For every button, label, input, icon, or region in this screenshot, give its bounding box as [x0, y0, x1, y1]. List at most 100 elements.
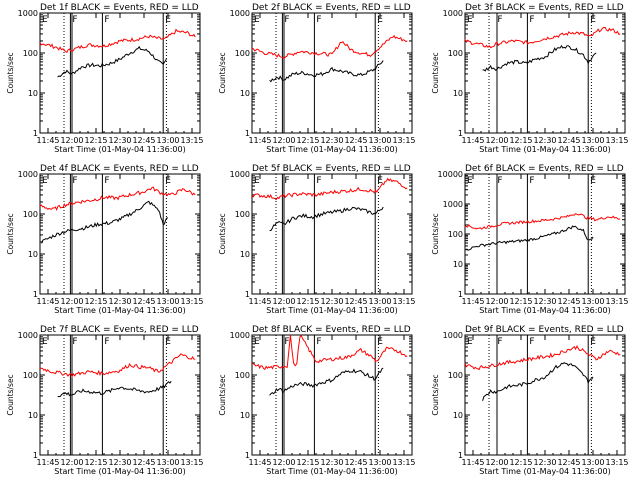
events-series-line: [482, 362, 594, 401]
y-tick-label: 100: [235, 371, 250, 380]
lld-series-line: [251, 34, 408, 60]
x-axis-label: Start Time (01-May-04 11:36:00): [479, 306, 610, 315]
y-tick-label: 1: [33, 129, 38, 138]
event-marker-label: F: [72, 337, 77, 347]
y-tick-label: 1: [458, 129, 463, 138]
y-tick-label: 1: [33, 451, 38, 460]
x-tick-label: 12:00: [272, 297, 295, 306]
y-tick-label: 10: [453, 411, 463, 420]
panel-det-1: Det 1f BLACK = Events, RED = LLD 1 10 100 10…: [6, 3, 204, 154]
x-tick-label: 12:30: [108, 297, 131, 306]
x-tick-label: 12:15: [509, 458, 532, 467]
y-tick-label: 1: [458, 290, 463, 299]
y-axis-label: Counts/sec: [6, 374, 15, 415]
x-tick-label: 11:45: [248, 458, 271, 467]
lld-series-line: [464, 26, 621, 49]
x-tick-label: 12:45: [344, 458, 367, 467]
panel-det-4: Det 4f BLACK = Events, RED = LLD 1 10 100 10…: [6, 164, 204, 315]
x-tick-label: 12:30: [533, 458, 556, 467]
x-tick-label: 12:15: [509, 136, 532, 145]
x-tick-label: 12:30: [533, 297, 556, 306]
event-marker-label: F: [497, 15, 502, 25]
y-tick-label: 100: [448, 230, 463, 239]
x-tick-label: 12:00: [485, 136, 508, 145]
x-tick-label: 12:45: [344, 297, 367, 306]
panel-det-3: Det 3f BLACK = Events, RED = LLD 1 10 100 10…: [431, 3, 629, 154]
x-axis-label: Start Time (01-May-04 11:36:00): [54, 145, 185, 154]
event-marker-label: E: [377, 15, 383, 25]
x-tick-label: 12:45: [557, 297, 580, 306]
y-axis-label: Counts/sec: [431, 213, 440, 254]
y-tick-label: 1000: [230, 331, 250, 340]
x-tick-label: 13:00: [368, 136, 391, 145]
event-marker-label: F: [104, 176, 109, 186]
x-tick-label: 12:15: [84, 297, 107, 306]
event-marker-label: E: [254, 337, 260, 347]
panel-det-9: Det 9f BLACK = Events, RED = LLD 1 10 100 10…: [431, 325, 629, 476]
x-tick-label: 13:00: [156, 297, 179, 306]
x-tick-label: 12:15: [509, 297, 532, 306]
panel-title: Det 5f BLACK = Events, RED = LLD: [252, 164, 411, 174]
x-tick-label: 12:15: [296, 297, 319, 306]
events-series-line: [57, 380, 172, 398]
x-tick-label: 13:15: [392, 458, 415, 467]
y-axis-label: Counts/sec: [6, 52, 15, 93]
y-tick-label: 1: [245, 290, 250, 299]
panel-title: Det 7f BLACK = Events, RED = LLD: [40, 325, 199, 335]
y-tick-label: 100: [448, 49, 463, 58]
panel-det-8: Det 8f BLACK = Events, RED = LLD 1 10 100 10…: [218, 325, 416, 476]
y-tick-label: 1000: [230, 9, 250, 18]
x-tick-label: 12:15: [84, 458, 107, 467]
event-marker-label: E: [467, 176, 473, 186]
lld-series-line: [464, 213, 621, 230]
x-tick-label: 12:30: [108, 458, 131, 467]
y-axis-label: Counts/sec: [6, 213, 15, 254]
x-tick-label: 12:30: [320, 297, 343, 306]
x-tick-label: 12:30: [320, 458, 343, 467]
event-marker-label: F: [529, 15, 534, 25]
x-tick-label: 13:00: [581, 297, 604, 306]
panel-title: Det 4f BLACK = Events, RED = LLD: [40, 164, 199, 174]
event-marker-label: E: [590, 15, 596, 25]
x-tick-label: 12:00: [60, 297, 83, 306]
y-tick-label: 100: [23, 210, 38, 219]
x-tick-label: 12:30: [320, 136, 343, 145]
event-marker-label: E: [377, 337, 383, 347]
y-tick-label: 100: [235, 210, 250, 219]
lld-series-line: [464, 344, 621, 371]
event-marker-label: F: [529, 176, 534, 186]
x-tick-label: 13:00: [368, 297, 391, 306]
y-tick-label: 1000: [18, 170, 38, 179]
y-tick-label: 10: [28, 89, 38, 98]
x-tick-label: 13:00: [156, 458, 179, 467]
y-tick-label: 1: [245, 129, 250, 138]
x-tick-label: 13:15: [605, 297, 628, 306]
x-tick-label: 13:15: [605, 458, 628, 467]
event-marker-label: F: [316, 15, 321, 25]
y-axis-label: Counts/sec: [431, 52, 440, 93]
panel-title: Det 6f BLACK = Events, RED = LLD: [465, 164, 624, 174]
lld-series-line: [39, 353, 196, 378]
event-marker-label: F: [316, 176, 321, 186]
y-tick-label: 1: [33, 290, 38, 299]
panel-det-5: Det 5f BLACK = Events, RED = LLD 1 10 100 10…: [218, 164, 416, 315]
event-marker-label: E: [590, 337, 596, 347]
y-tick-label: 1000: [18, 9, 38, 18]
event-marker-label: F: [72, 176, 77, 186]
panel-title: Det 1f BLACK = Events, RED = LLD: [40, 3, 199, 13]
x-tick-label: 12:00: [60, 458, 83, 467]
event-marker-label: E: [42, 15, 48, 25]
x-tick-label: 11:45: [248, 136, 271, 145]
x-tick-label: 11:45: [36, 458, 59, 467]
x-tick-label: 13:15: [605, 136, 628, 145]
y-tick-label: 10: [28, 411, 38, 420]
panel-title: Det 3f BLACK = Events, RED = LLD: [465, 3, 624, 13]
events-series-line: [269, 206, 384, 231]
events-series-line: [41, 200, 169, 244]
lld-series-line: [251, 334, 408, 371]
x-axis-label: Start Time (01-May-04 11:36:00): [266, 145, 397, 154]
events-series-line: [269, 60, 384, 83]
y-tick-label: 1000: [230, 170, 250, 179]
y-tick-label: 10000: [438, 170, 463, 179]
